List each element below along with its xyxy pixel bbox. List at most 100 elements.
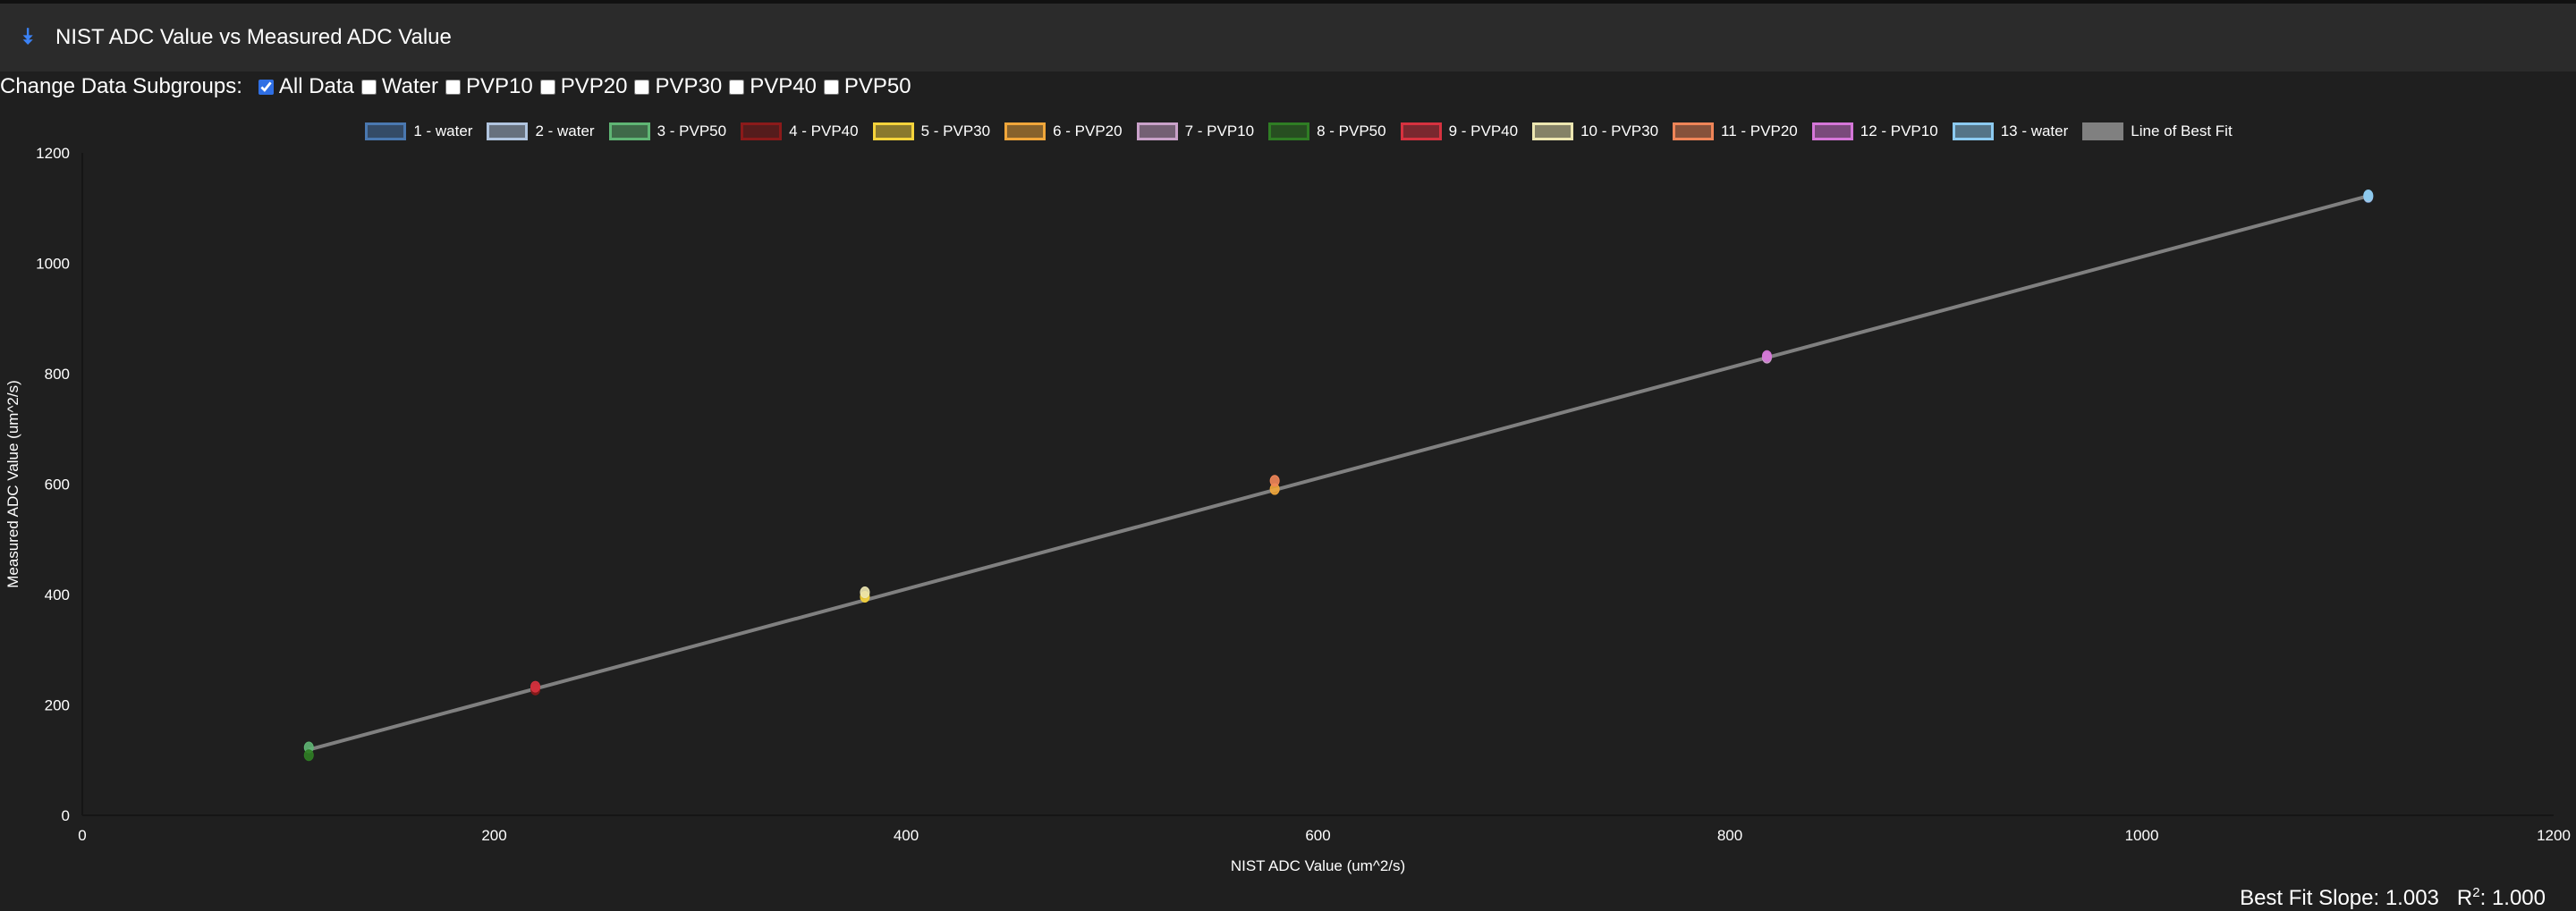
subgroup-option-pvp40[interactable]: PVP40 xyxy=(725,74,817,99)
x-axis-title: NIST ADC Value (um^2/s) xyxy=(1231,857,1405,874)
legend-item[interactable]: 8 - PVP50 xyxy=(1268,122,1386,140)
data-point xyxy=(1269,475,1280,487)
legend-item[interactable]: 7 - PVP10 xyxy=(1136,122,1255,140)
legend-swatch xyxy=(365,122,407,140)
r2-label: R xyxy=(2456,886,2473,910)
y-axis-title: Measured ADC Value (um^2/s) xyxy=(4,380,21,588)
slope-label: Best Fit Slope: xyxy=(2240,886,2380,910)
data-point xyxy=(1761,350,1772,362)
subgroup-option-label: PVP20 xyxy=(560,74,628,98)
legend-swatch xyxy=(1136,122,1178,140)
data-point xyxy=(2363,190,2374,202)
y-tick-label: 600 xyxy=(45,477,70,493)
y-tick-label: 1200 xyxy=(36,145,70,162)
legend-item[interactable]: 4 - PVP40 xyxy=(741,122,859,140)
legend-label: 3 - PVP50 xyxy=(657,122,727,139)
legend-label: 8 - PVP50 xyxy=(1317,122,1386,139)
legend-label: 13 - water xyxy=(2000,122,2069,139)
legend-label: Line of Best Fit xyxy=(2131,122,2233,139)
subgroup-checkbox[interactable] xyxy=(445,79,462,95)
subgroup-option-pvp10[interactable]: PVP10 xyxy=(442,74,533,99)
x-tick-label: 1200 xyxy=(2537,827,2571,844)
subgroup-option-label: PVP30 xyxy=(655,74,723,98)
legend-label: 9 - PVP40 xyxy=(1448,122,1519,139)
x-tick-label: 600 xyxy=(1305,827,1330,844)
legend-swatch xyxy=(608,122,650,140)
x-tick-label: 400 xyxy=(894,827,919,844)
legend-label: 2 - water xyxy=(535,122,595,139)
legend-item[interactable]: 2 - water xyxy=(487,122,595,140)
legend-item[interactable]: 13 - water xyxy=(1952,122,2069,140)
legend-swatch xyxy=(487,122,529,140)
legend-swatch xyxy=(2082,122,2124,140)
r2-value: 1.000 xyxy=(2491,886,2546,910)
legend-label: 11 - PVP20 xyxy=(1721,122,1798,139)
slope-value: 1.003 xyxy=(2385,886,2439,910)
double-chevron-down-icon[interactable]: ⯯ xyxy=(21,25,35,49)
legend-label: 4 - PVP40 xyxy=(789,122,859,139)
subgroup-option-label: PVP10 xyxy=(466,74,533,98)
legend-swatch xyxy=(1673,122,1715,140)
window-top-border xyxy=(0,0,2576,4)
y-tick-label: 0 xyxy=(62,807,70,824)
legend-swatch xyxy=(1952,122,1994,140)
legend-swatch xyxy=(1811,122,1853,140)
panel-header[interactable]: ⯯ NIST ADC Value vs Measured ADC Value xyxy=(0,4,2576,72)
legend-swatch xyxy=(1268,122,1310,140)
legend-item[interactable]: 1 - water xyxy=(365,122,472,140)
legend-swatch xyxy=(1400,122,1442,140)
subgroup-option-label: PVP50 xyxy=(843,74,911,98)
panel-title: NIST ADC Value vs Measured ADC Value xyxy=(55,25,452,49)
data-point xyxy=(303,749,314,762)
legend-item[interactable]: 9 - PVP40 xyxy=(1400,122,1519,140)
subgroup-checkbox[interactable] xyxy=(539,79,555,95)
legend-item[interactable]: 10 - PVP30 xyxy=(1532,122,1658,140)
subgroup-option-pvp20[interactable]: PVP20 xyxy=(537,74,628,99)
subgroup-filter: Change Data Subgroups: All Data Water PVP1… xyxy=(0,72,915,102)
best-fit-line xyxy=(308,194,2369,752)
data-point xyxy=(860,586,870,599)
data-point xyxy=(530,680,541,693)
legend-item[interactable]: 6 - PVP20 xyxy=(1004,122,1123,140)
legend-label: 10 - PVP30 xyxy=(1580,122,1659,139)
legend-swatch xyxy=(1532,122,1574,140)
subgroup-option-pvp50[interactable]: PVP50 xyxy=(820,74,911,99)
subgroup-checkbox[interactable] xyxy=(634,79,650,95)
legend-label: 1 - water xyxy=(413,122,473,139)
legend-swatch xyxy=(872,122,914,140)
legend-swatch xyxy=(1004,122,1046,140)
subgroup-checkbox[interactable] xyxy=(823,79,839,95)
y-tick-label: 400 xyxy=(45,586,70,603)
subgroup-label: Change Data Subgroups: xyxy=(0,74,242,98)
legend-item[interactable]: 5 - PVP30 xyxy=(872,122,991,140)
legend-label: 5 - PVP30 xyxy=(920,122,991,139)
legend-item[interactable]: 11 - PVP20 xyxy=(1673,122,1798,140)
x-tick-label: 800 xyxy=(1717,827,1742,844)
legend-swatch xyxy=(741,122,783,140)
y-tick-label: 200 xyxy=(45,697,70,714)
legend-item[interactable]: 3 - PVP50 xyxy=(608,122,727,140)
y-tick-label: 800 xyxy=(45,366,70,383)
chart-legend: 1 - water 2 - water 3 - PVP50 4 - PVP40 5 - … xyxy=(0,118,2576,145)
y-tick-label: 1000 xyxy=(36,256,70,273)
legend-label: 6 - PVP20 xyxy=(1053,122,1123,139)
best-fit-summary: Best Fit Slope: 1.003 R2: 1.000 xyxy=(2240,885,2546,910)
x-tick-label: 1000 xyxy=(2125,827,2159,844)
x-tick-label: 0 xyxy=(78,827,86,844)
subgroup-option-label: Water xyxy=(381,74,439,98)
subgroup-option-pvp30[interactable]: PVP30 xyxy=(631,74,722,99)
subgroup-checkbox[interactable] xyxy=(258,79,274,95)
subgroup-option-water[interactable]: Water xyxy=(358,74,438,99)
subgroup-checkbox[interactable] xyxy=(360,79,377,95)
subgroup-option-label: PVP40 xyxy=(750,74,817,98)
subgroup-option-all-data[interactable]: All Data xyxy=(255,74,354,99)
subgroup-option-label: All Data xyxy=(278,74,354,98)
subgroup-checkbox[interactable] xyxy=(729,79,745,95)
legend-item[interactable]: 12 - PVP10 xyxy=(1811,122,1938,140)
legend-label: 7 - PVP10 xyxy=(1184,122,1255,139)
x-tick-label: 200 xyxy=(481,827,506,844)
legend-label: 12 - PVP10 xyxy=(1860,122,1938,139)
legend-item[interactable]: Line of Best Fit xyxy=(2082,122,2233,140)
r2-superscript: 2 xyxy=(2472,885,2480,900)
